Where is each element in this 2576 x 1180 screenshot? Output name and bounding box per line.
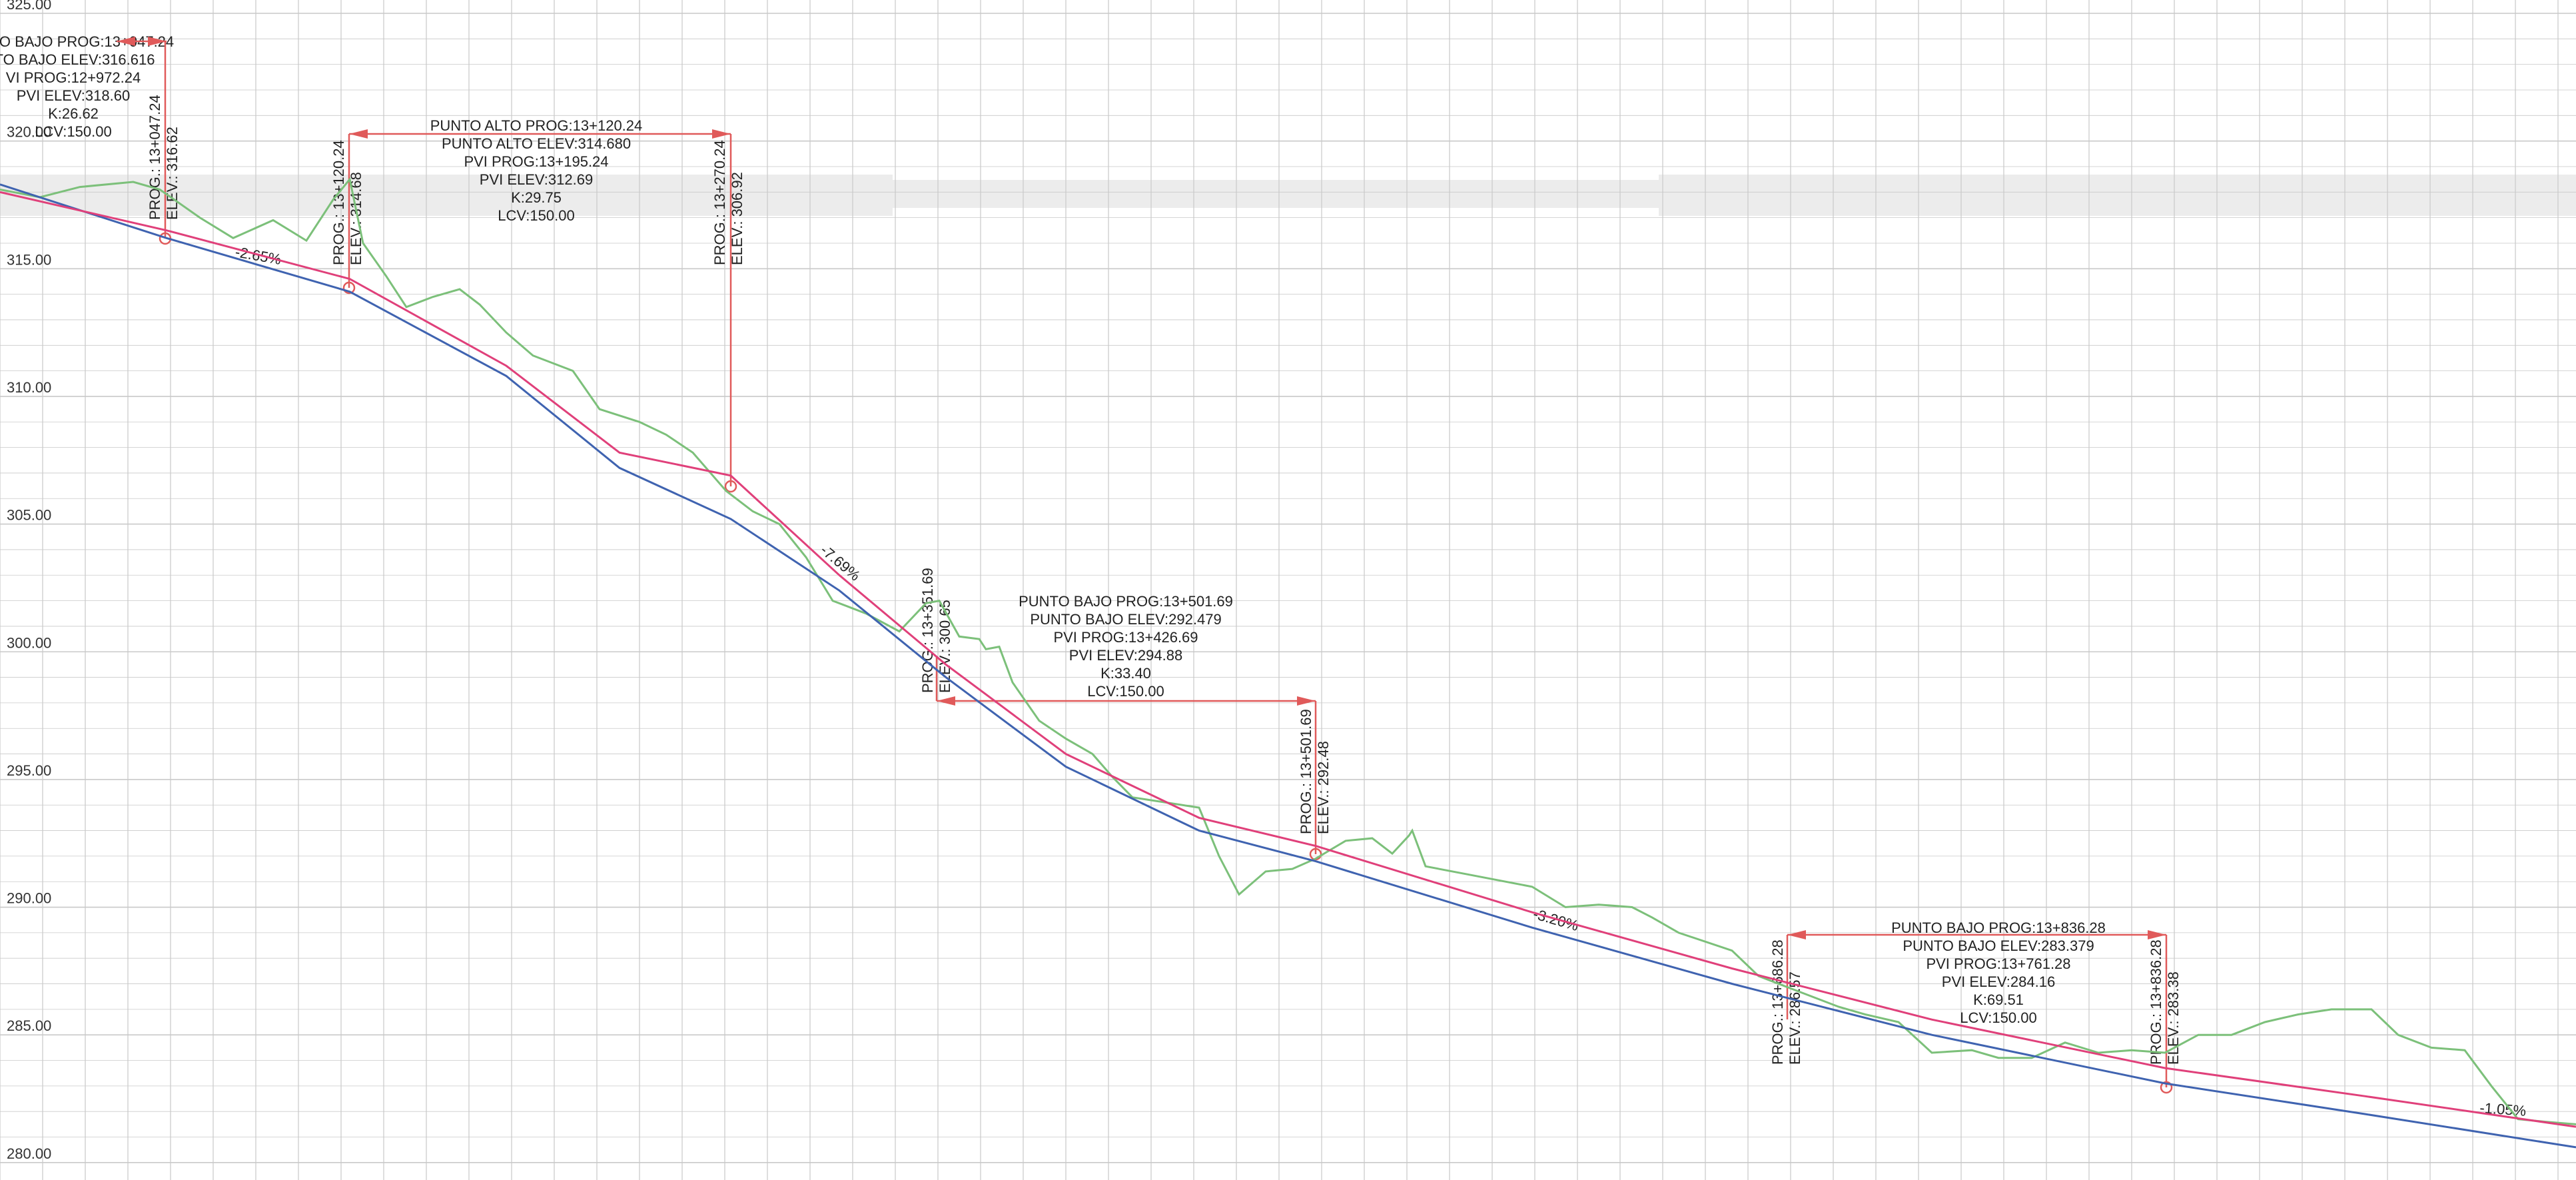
elev-tick-label: 280.00	[7, 1145, 51, 1162]
elevation-axis: 325.00 320.00 315.00 310.00 305.00 300.00 295.…	[7, 0, 51, 1162]
vertical-curve-4: PUNTO BAJO PROG:13+836.28 PUNTO BAJO ELE…	[1769, 919, 2182, 1065]
curve-4-dimension-line-arrow-right	[2148, 930, 2166, 939]
curve-2-start-prog: PROG.: 13+120.24	[330, 140, 347, 265]
curve-3-line-1: PUNTO BAJO PROG:13+501.69	[1019, 593, 1233, 610]
curve-2-line-1: PUNTO ALTO PROG:13+120.24	[430, 117, 643, 134]
elev-tick-label: 305.00	[7, 507, 51, 524]
profile-lines	[0, 177, 2576, 1149]
curve-4-end-prog: PROG.: 13+836.28	[2148, 939, 2164, 1065]
curve-3-end-elev: ELEV.: 292.48	[1315, 741, 1332, 834]
curve-1-line-6: LCV:150.00	[35, 123, 111, 140]
curve-3-start-elev: ELEV.: 300.65	[937, 600, 953, 693]
curve-4-dimension-line-arrow-left	[1787, 930, 1806, 939]
curve-1-line-4: PVI ELEV:318.60	[17, 87, 130, 104]
curve-4-end-marker	[2160, 1081, 2173, 1094]
curve-4-line-2: PUNTO BAJO ELEV:283.379	[1903, 937, 2094, 954]
curve-2-start-marker	[342, 281, 356, 295]
vertical-curve-2: PUNTO ALTO PROG:13+120.24 PUNTO ALTO ELE…	[330, 117, 745, 265]
curve-4-line-5: K:69.51	[1973, 991, 2024, 1008]
curve-2-end-label: PROG.: 13+270.24 ELEV.: 306.92	[711, 140, 745, 265]
grade-label-2: -7.69%	[817, 542, 863, 584]
vertical-curve-1: O BAJO PROG:13+047.24 TO BAJO ELEV:316.6…	[0, 33, 181, 220]
elev-tick-label: 300.00	[7, 634, 51, 651]
curve-4-start-prog: PROG.: 13+686.28	[1769, 939, 1786, 1065]
scan-smudge	[0, 175, 2576, 216]
vertical-curve-3: PUNTO BAJO PROG:13+501.69 PUNTO BAJO ELE…	[919, 568, 1332, 834]
ground-profile-line	[0, 177, 2576, 1125]
curve-2-line-4: PVI ELEV:312.69	[480, 171, 593, 188]
curve-1-dimension-line-arrow-left	[117, 37, 135, 46]
elev-tick-label: 290.00	[7, 890, 51, 907]
curve-2-dimension-line-arrow-right	[712, 129, 731, 139]
curve-4-line-4: PVI ELEV:284.16	[1942, 973, 2055, 990]
elev-tick-label: 295.00	[7, 762, 51, 779]
curve-1-end-prog: PROG.: 13+047.24	[147, 95, 163, 220]
curve-1-end-elev: ELEV.: 316.62	[164, 127, 181, 220]
curve-3-line-4: PVI ELEV:294.88	[1069, 647, 1182, 664]
curve-1-line-5: K:26.62	[48, 105, 99, 122]
curve-1-line-3: VI PROG:12+972.24	[6, 69, 141, 86]
curve-2-end-prog: PROG.: 13+270.24	[711, 140, 728, 265]
elev-tick-label: 325.00	[7, 0, 51, 13]
curve-1-end-label: PROG.: 13+047.24 ELEV.: 316.62	[147, 95, 181, 220]
elev-tick-label: 310.00	[7, 379, 51, 396]
curve-3-dimension-line-arrow-left	[937, 696, 955, 706]
curve-4-line-6: LCV:150.00	[1960, 1009, 2036, 1026]
curve-3-start-prog: PROG.: 13+351.69	[919, 568, 936, 693]
curve-4-line-1: PUNTO BAJO PROG:13+836.28	[1891, 919, 2106, 936]
subgrade-profile-line	[0, 183, 2576, 1149]
elev-tick-label: 315.00	[7, 251, 51, 268]
curve-3-line-2: PUNTO BAJO ELEV:292.479	[1030, 611, 1221, 628]
curve-1-line-2: TO BAJO ELEV:316.616	[0, 51, 155, 68]
curve-4-line-3: PVI PROG:13+761.28	[1926, 955, 2070, 972]
curve-2-end-marker	[724, 480, 737, 493]
curve-2-line-5: K:29.75	[511, 189, 562, 206]
curve-3-line-6: LCV:150.00	[1087, 683, 1164, 700]
curve-3-line-3: PVI PROG:13+426.69	[1053, 629, 1198, 646]
curve-3-line-5: K:33.40	[1100, 665, 1151, 682]
elev-tick-label: 320.00	[7, 124, 51, 141]
curve-3-end-prog: PROG.: 13+501.69	[1298, 709, 1314, 834]
curve-3-dimension-line-arrow-right	[1297, 696, 1316, 706]
curve-1-dimension-line-arrow-right	[148, 37, 167, 46]
curve-2-start-label: PROG.: 13+120.24 ELEV.: 314.68	[330, 140, 364, 265]
curve-2-line-6: LCV:150.00	[498, 207, 574, 224]
curve-3-end-label: PROG.: 13+501.69 ELEV.: 292.48	[1298, 709, 1332, 834]
curve-2-line-3: PVI PROG:13+195.24	[464, 153, 608, 170]
grade-profile-line	[0, 191, 2576, 1128]
curve-2-dimension-line-arrow-left	[349, 129, 368, 139]
curve-2-line-2: PUNTO ALTO ELEV:314.680	[442, 135, 631, 152]
elev-tick-label: 285.00	[7, 1017, 51, 1034]
curve-4-end-label: PROG.: 13+836.28 ELEV.: 283.38	[2148, 939, 2182, 1065]
